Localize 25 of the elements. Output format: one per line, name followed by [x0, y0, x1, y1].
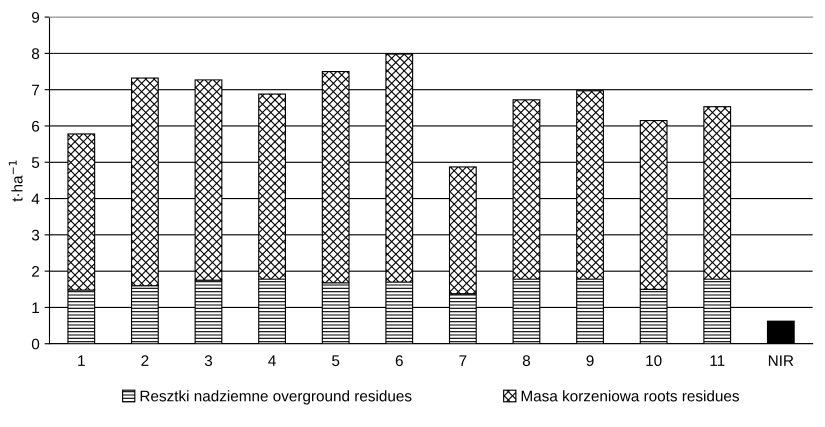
- x-tick-label: 1: [78, 355, 85, 366]
- y-tick-label: 2: [32, 266, 40, 277]
- x-tick-label: 11: [710, 355, 724, 366]
- y-tick-label: 8: [32, 48, 40, 60]
- y-tick-label: 4: [32, 194, 40, 204]
- y-tick-label: 6: [32, 120, 40, 132]
- x-tick-label: 6: [396, 355, 403, 366]
- x-tick-label: 3: [204, 355, 212, 366]
- x-tick-label: 9: [586, 355, 594, 366]
- x-tick-label: 10: [646, 355, 662, 366]
- x-tick-label: 8: [522, 355, 530, 366]
- y-tick-label: 1: [32, 302, 40, 313]
- x-tick-label: 2: [141, 355, 148, 366]
- y-tick-label: 3: [32, 230, 40, 241]
- y-tick-label: 5: [32, 157, 40, 168]
- y-tick-label: 7: [32, 84, 40, 96]
- y-tick-label: 9: [32, 12, 40, 23]
- legend-label: Masa korzeniowa roots residues: [522, 390, 739, 402]
- x-tick-label: NIR: [768, 355, 794, 366]
- x-tick-label: 5: [332, 355, 340, 366]
- x-tick-label: 7: [459, 355, 466, 366]
- y-tick-label: 0: [32, 338, 40, 350]
- x-tick-label: 4: [268, 355, 276, 366]
- legend-label: Resztki nadziemne overground residues: [140, 390, 412, 404]
- y-axis-title: t·ha$^{−1}$: [8, 160, 23, 202]
